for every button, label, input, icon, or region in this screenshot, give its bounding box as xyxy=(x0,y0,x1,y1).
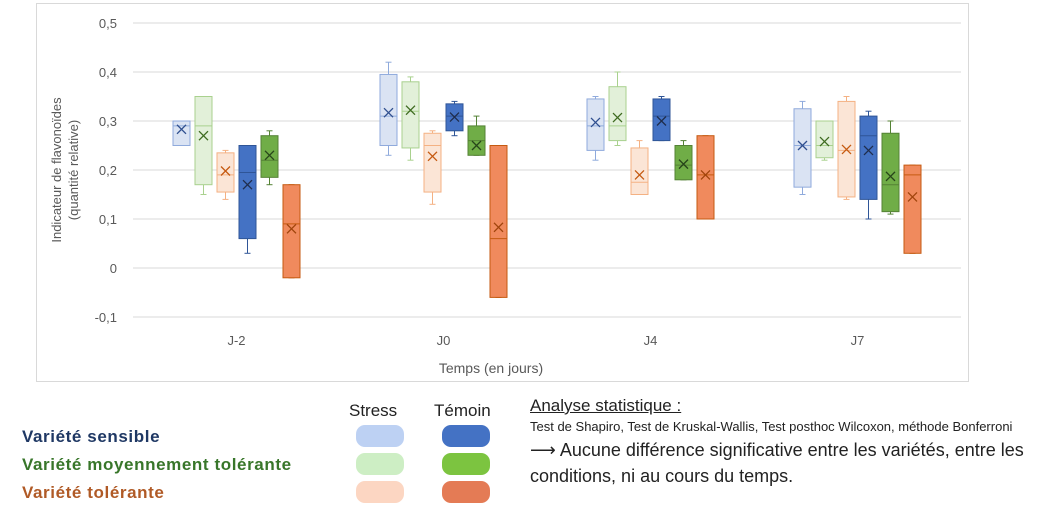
mean-marker xyxy=(220,166,231,176)
legend-swatch-tolerante-stress xyxy=(356,481,404,503)
mean-marker xyxy=(383,107,394,118)
chart-frame: -0,1 0 0,1 0,2 0,3 0,4 0,5 Indicateur de flavon… xyxy=(36,3,969,382)
box xyxy=(379,73,398,146)
y-axis-title-line1: Indicateur de flavonoïdes xyxy=(49,97,64,243)
y-tick-label: 0 xyxy=(110,261,117,276)
mean-marker xyxy=(797,140,808,151)
box xyxy=(696,135,715,220)
y-tick-label: 0,1 xyxy=(99,212,117,227)
mean-marker xyxy=(405,105,416,116)
y-tick-label: 0,4 xyxy=(99,65,117,80)
mean-marker xyxy=(656,116,667,126)
box xyxy=(793,108,812,188)
stats-conclusion: ⟶ Aucune différence significative entre … xyxy=(530,440,1024,486)
mean-marker xyxy=(493,222,504,233)
legend-swatch-moyennement-stress xyxy=(356,453,404,475)
legend-swatch-moyennement-temoin xyxy=(442,453,490,475)
stats-block: Analyse statistique : Test de Shapiro, T… xyxy=(530,396,1045,489)
box xyxy=(881,132,900,213)
mean-marker xyxy=(863,145,874,156)
legend-swatch-sensible-temoin xyxy=(442,425,490,447)
mean-marker xyxy=(700,169,711,180)
box xyxy=(674,145,693,181)
mean-marker xyxy=(176,124,187,135)
box xyxy=(282,184,301,279)
mean-marker xyxy=(264,150,275,161)
box xyxy=(194,96,213,186)
mean-marker xyxy=(841,144,852,155)
y-tick-label: 0,3 xyxy=(99,114,117,129)
mean-marker xyxy=(819,136,830,147)
box xyxy=(859,115,878,200)
mean-marker xyxy=(612,112,623,123)
y-tick-label: 0,5 xyxy=(99,16,117,31)
mean-marker xyxy=(242,179,253,190)
y-tick-label: -0,1 xyxy=(95,310,117,325)
x-tick-label: J4 xyxy=(644,333,658,348)
mean-marker xyxy=(449,112,460,123)
legend-col-stress: Stress xyxy=(349,401,398,420)
legend-label-moyennement-tolerante: Variété moyennement tolérante xyxy=(22,455,292,474)
legend-label-tolerante: Variété tolérante xyxy=(22,483,165,502)
box xyxy=(630,147,649,195)
box xyxy=(489,145,508,298)
box xyxy=(652,98,671,142)
stats-tests: Test de Shapiro, Test de Kruskal-Wallis,… xyxy=(530,419,1013,434)
box xyxy=(260,135,279,178)
legend-label-sensible: Variété sensible xyxy=(22,427,161,446)
x-tick-label: J7 xyxy=(851,333,865,348)
legend-swatch-tolerante-temoin xyxy=(442,481,490,503)
mean-marker xyxy=(590,117,601,128)
mean-marker xyxy=(198,130,209,141)
x-tick-label: J0 xyxy=(437,333,451,348)
legend-swatch-sensible-stress xyxy=(356,425,404,447)
box xyxy=(815,120,834,159)
box xyxy=(608,86,627,142)
mean-marker xyxy=(678,159,689,170)
x-axis-title: Temps (en jours) xyxy=(439,360,543,376)
mean-marker xyxy=(427,151,438,162)
box xyxy=(903,164,922,254)
mean-marker xyxy=(634,169,645,180)
box xyxy=(238,145,257,240)
y-axis-title-line2: (quantité relative) xyxy=(66,120,81,220)
y-tick-label: 0,2 xyxy=(99,163,117,178)
mean-marker xyxy=(907,191,918,202)
box xyxy=(172,120,191,146)
mean-marker xyxy=(471,140,482,151)
mean-marker xyxy=(286,223,297,234)
boxplot-chart: -0,1 0 0,1 0,2 0,3 0,4 0,5 Indicateur de flavon… xyxy=(49,16,961,376)
x-tick-label: J-2 xyxy=(227,333,245,348)
box xyxy=(401,81,420,149)
box xyxy=(586,98,605,151)
box xyxy=(423,132,442,193)
mean-marker xyxy=(885,171,896,182)
stats-title: Analyse statistique : xyxy=(530,396,682,415)
legend-col-temoin: Témoin xyxy=(434,401,491,420)
box xyxy=(216,152,235,193)
